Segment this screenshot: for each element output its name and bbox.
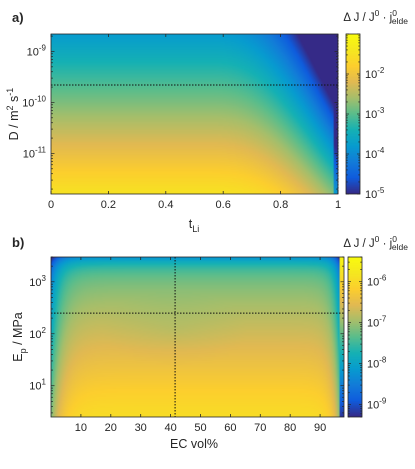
panel-b-x-axis-label: EC vol% <box>170 437 218 451</box>
colorbar-tick-label: 10-7 <box>367 315 387 330</box>
panel-a-label: a) <box>12 10 24 25</box>
y-tick-label: 101 <box>29 378 46 393</box>
panel-b-y-axis-label: Ep / MPa <box>11 312 28 362</box>
x-tick-label: 1 <box>335 199 341 211</box>
x-tick-label: 40 <box>164 422 176 434</box>
panel-a-colorbar-ticks: 10-5 10-4 10-3 10-2 <box>346 33 385 201</box>
panel-a-colorbar: 10-5 10-4 10-3 10-2 Δ J / J0 · j0 elde <box>343 8 408 201</box>
colorbar-tick-label: 10-6 <box>367 274 387 289</box>
panel-a-x-axis-label: tLi <box>189 217 200 234</box>
panel-b-x-axis: 10 20 30 40 50 60 70 80 90 <box>75 257 326 434</box>
panel-a-y-axis: 10-11 10-10 10-9 <box>22 35 338 190</box>
x-tick-label: 0.4 <box>158 199 173 211</box>
colorbar-tick-label: 10-2 <box>365 66 385 81</box>
panel-b-colorbar-ticks: 10-9 10-8 10-7 10-6 <box>348 256 387 418</box>
panel-a-heatmap <box>51 34 338 194</box>
y-tick-label: 102 <box>29 326 46 341</box>
y-tick-label: 103 <box>29 274 46 289</box>
x-tick-label: 10 <box>75 422 87 434</box>
colorbar-tick-label: 10-3 <box>365 106 385 121</box>
panel-b-label: b) <box>12 235 24 250</box>
x-tick-label: 0.6 <box>216 199 231 211</box>
panel-a-heatmap-image <box>51 34 338 194</box>
panel-b-heatmap-image <box>51 257 344 417</box>
y-tick-label: 10-10 <box>22 94 46 109</box>
y-tick-label: 10-9 <box>27 43 47 58</box>
panel-b-y-axis: 101 102 103 <box>29 256 344 414</box>
y-tick-label: 10-11 <box>23 145 47 160</box>
x-tick-label: 90 <box>314 422 326 434</box>
panel-b-colorbar-gradient <box>348 257 362 417</box>
x-tick-label: 80 <box>284 422 296 434</box>
x-tick-label: 0.2 <box>101 199 116 211</box>
x-tick-label: 60 <box>224 422 236 434</box>
panel-b-colorbar-title: Δ J / J0 · j0 elde <box>343 234 408 252</box>
x-tick-label: 70 <box>254 422 266 434</box>
panel-a-colorbar-title: Δ J / J0 · j0 elde <box>343 8 408 26</box>
x-tick-label: 0 <box>48 199 54 211</box>
colorbar-tick-label: 10-9 <box>367 397 387 412</box>
colorbar-tick-label: 10-5 <box>365 186 385 201</box>
panel-b-plot-frame <box>50 256 345 418</box>
panel-a-x-axis: 0 0.2 0.4 0.6 0.8 1 <box>48 34 341 211</box>
colorbar-tick-label: 10-4 <box>365 146 385 161</box>
panel-a: a) 0 0.2 0.4 0.6 0.8 1 10-11 10-10 10-9 tLi D /… <box>5 8 408 234</box>
x-tick-label: 0.8 <box>273 199 288 211</box>
x-tick-label: 30 <box>135 422 147 434</box>
colorbar-tick-label: 10-8 <box>367 356 387 371</box>
panel-a-colorbar-gradient <box>346 34 360 194</box>
panel-b-heatmap <box>51 257 344 417</box>
panel-a-y-axis-label: D / m2 s-1 <box>5 88 21 141</box>
panel-b-reference-lines <box>51 257 344 417</box>
x-tick-label: 20 <box>105 422 117 434</box>
x-tick-label: 50 <box>194 422 206 434</box>
panel-b-colorbar: 10-9 10-8 10-7 10-6 Δ J / J0 · j0 elde <box>343 234 408 418</box>
